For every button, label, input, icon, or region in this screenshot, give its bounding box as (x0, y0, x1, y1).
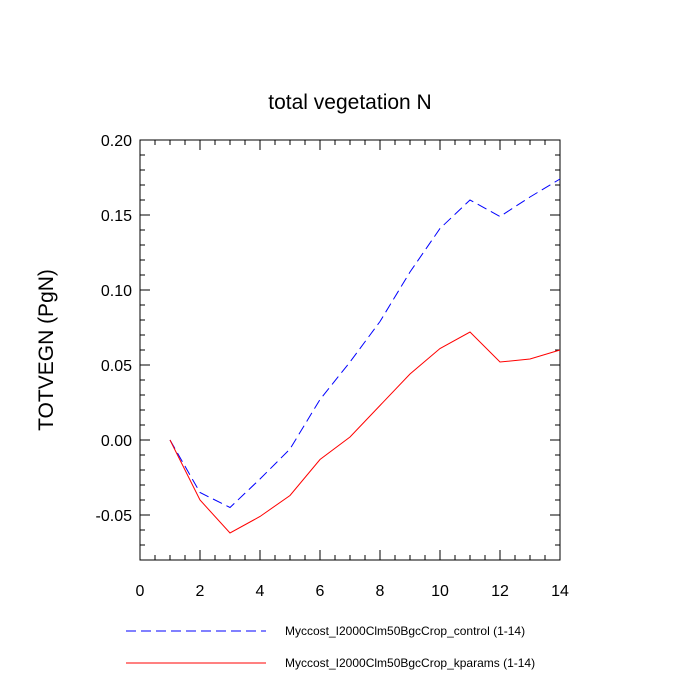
y-tick-label: 0.05 (101, 358, 132, 375)
chart-title: total vegetation N (268, 91, 431, 114)
x-tick-label: 12 (491, 583, 509, 600)
y-axis-ticks: -0.05 0.00 0.05 0.10 0.15 0.20 (96, 133, 560, 546)
x-tick-label: 4 (256, 583, 265, 600)
legend-label-2: Myccost_I2000Clm50BgcCrop_kparams (1-14) (285, 656, 535, 670)
legend: Myccost_I2000Clm50BgcCrop_control (1-14)… (126, 624, 535, 670)
x-axis-ticks: 0 2 4 6 8 10 12 14 (136, 140, 569, 600)
y-tick-label: 0.20 (101, 133, 132, 150)
y-axis-label: TOTVEGN (PgN) (35, 269, 58, 431)
legend-label-1: Myccost_I2000Clm50BgcCrop_control (1-14) (285, 624, 525, 638)
x-tick-label: 10 (431, 583, 449, 600)
y-tick-label: 0.15 (101, 208, 132, 225)
x-tick-label: 2 (196, 583, 205, 600)
series-line-1 (169, 178, 561, 509)
y-tick-label: 0.00 (101, 433, 132, 450)
x-tick-label: 14 (551, 583, 569, 600)
x-tick-label: 6 (316, 583, 325, 600)
series-line-2 (169, 331, 561, 534)
x-tick-label: 8 (376, 583, 385, 600)
x-tick-label: 0 (136, 583, 145, 600)
y-tick-label: -0.05 (96, 508, 133, 525)
plot-frame (139, 139, 561, 561)
series-layer (169, 178, 561, 534)
y-tick-label: 0.10 (101, 283, 132, 300)
